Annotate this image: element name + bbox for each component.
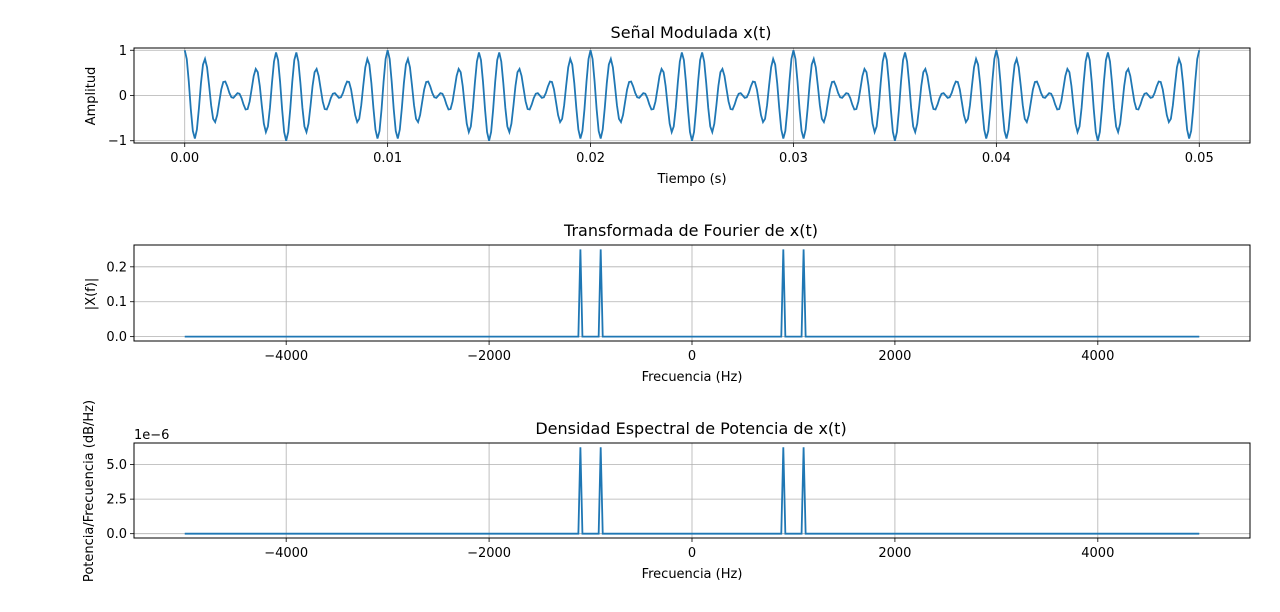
y-tick-label: 0.2: [106, 260, 127, 275]
x-tick-label: 4000: [1081, 349, 1114, 364]
ylabel-fourier: |X(f)|: [84, 278, 99, 310]
y-tick-label: 0.0: [106, 527, 127, 542]
title-signal: Señal Modulada x(t): [611, 23, 772, 42]
ylabel-signal: Amplitud: [84, 67, 99, 126]
x-tick-label: 2000: [878, 349, 911, 364]
y-tick-label: 5.0: [106, 458, 127, 473]
panel-fourier: Transformada de Fourier de x(t) −4000 −20…: [84, 221, 1251, 385]
series-line-signal: [183, 50, 1201, 141]
x-tick-label: 0.02: [576, 151, 605, 166]
x-tick-label: 0.04: [982, 151, 1011, 166]
x-tick-label: 0.01: [373, 151, 402, 166]
xlabel-signal: Tiempo (s): [656, 172, 726, 187]
panel-psd: Densidad Espectral de Potencia de x(t) 1…: [82, 400, 1251, 582]
xlabel-psd: Frecuencia (Hz): [642, 567, 743, 582]
y-offset-label-psd: 1e−6: [134, 428, 169, 443]
grid-psd: [134, 443, 1250, 538]
y-tick-label: 0: [119, 89, 127, 104]
ylabel-psd: Potencia/Frecuencia (dB/Hz): [82, 400, 97, 582]
xlabel-fourier: Frecuencia (Hz): [642, 370, 743, 385]
x-tick-label: −2000: [467, 349, 511, 364]
y-ticks-fourier: 0.0 0.1 0.2: [106, 260, 134, 345]
x-tick-label: 0.00: [170, 151, 199, 166]
x-tick-label: 0.05: [1185, 151, 1214, 166]
x-tick-label: 0.03: [779, 151, 808, 166]
x-tick-label: 0: [688, 546, 696, 561]
grid-fourier: [134, 245, 1250, 341]
y-ticks-psd: 0.0 2.5 5.0: [106, 458, 134, 542]
x-tick-label: −4000: [264, 546, 308, 561]
y-tick-label: 1: [119, 44, 127, 59]
series-line-psd: [184, 447, 1200, 535]
x-ticks-signal: 0.00 0.01 0.02 0.03 0.04 0.05: [170, 143, 1214, 166]
x-tick-label: 4000: [1081, 546, 1114, 561]
y-tick-label: −1: [108, 134, 127, 149]
x-tick-label: 0: [688, 349, 696, 364]
title-psd: Densidad Espectral de Potencia de x(t): [535, 419, 846, 438]
y-tick-label: 0.0: [106, 330, 127, 345]
x-tick-label: −2000: [467, 546, 511, 561]
panel-signal: Señal Modulada x(t) 0.00 0.01 0.02 0.03 0.04…: [84, 23, 1251, 187]
x-ticks-fourier: −4000 −2000 0 2000 4000: [264, 341, 1114, 364]
x-tick-label: −4000: [264, 349, 308, 364]
title-fourier: Transformada de Fourier de x(t): [563, 221, 818, 240]
y-tick-label: 0.1: [106, 295, 127, 310]
x-ticks-psd: −4000 −2000 0 2000 4000: [264, 538, 1114, 561]
y-ticks-signal: −1 0 1: [108, 44, 134, 149]
y-tick-label: 2.5: [106, 493, 127, 508]
series-line-fourier: [184, 249, 1200, 338]
x-tick-label: 2000: [878, 546, 911, 561]
